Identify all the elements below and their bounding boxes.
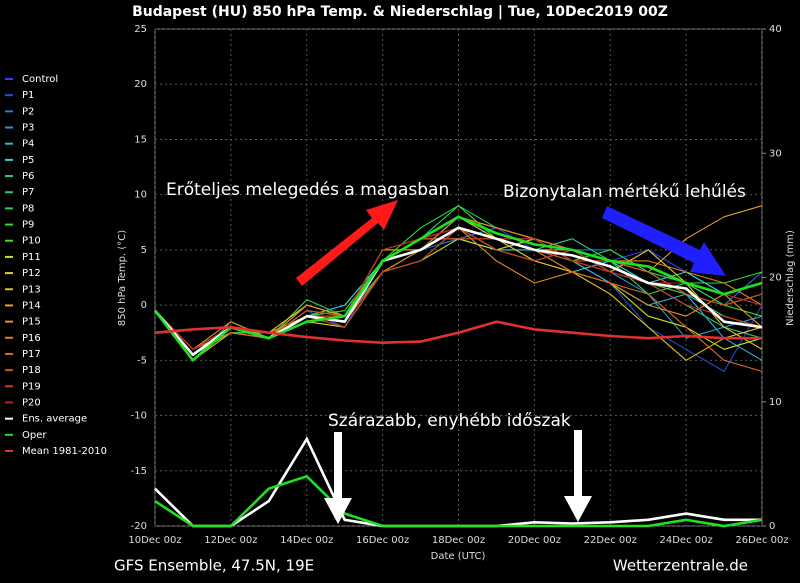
- legend-label: P20: [22, 397, 41, 408]
- legend-label: P3: [22, 123, 34, 134]
- y-tick-label: 5: [141, 245, 147, 256]
- legend-label: P5: [22, 155, 34, 166]
- y-tick-label: 20: [134, 79, 147, 90]
- annotation: Bizonytalan mértékű lehűlés: [503, 182, 746, 202]
- plot-area: -20 -15 -10 -5 0 5 10 15 20 25 0 10 20 30 40 10Dec 00z 1…: [128, 24, 788, 546]
- y-tick-label: -10: [131, 411, 147, 422]
- y-tick-label: -5: [137, 355, 147, 366]
- y-tick-label: -20: [131, 521, 147, 532]
- precip-line: [154, 474, 763, 528]
- x-tick-label: 24Dec 00z: [660, 535, 713, 546]
- x-tick-label: 18Dec 00z: [432, 535, 485, 546]
- y-tick-label: 10: [134, 190, 147, 201]
- x-tick-label: 14Dec 00z: [280, 535, 333, 546]
- legend-label: P2: [22, 106, 34, 117]
- legend-label: P8: [22, 203, 34, 214]
- x-tick-label: 22Dec 00z: [584, 535, 637, 546]
- legend-label: P19: [22, 381, 41, 392]
- x-tick-label: 10Dec 00z: [128, 535, 181, 546]
- red-arrow: [296, 200, 398, 286]
- legend-label: P11: [22, 252, 41, 263]
- legend-label: P10: [22, 236, 41, 247]
- x-axis-label: Date (UTC): [431, 551, 486, 562]
- x-tick-label: 12Dec 00z: [204, 535, 257, 546]
- white-arrow: [564, 430, 592, 522]
- annotation: Szárazabb, enyhébb időszak: [328, 411, 571, 431]
- y2-tick-label: 30: [769, 148, 782, 159]
- source-left: GFS Ensemble, 47.5N, 19E: [114, 557, 314, 575]
- y-tick-label: 15: [134, 134, 147, 145]
- y-tick-label: -15: [131, 466, 147, 477]
- y2-axis-label: Niederschlag (mm): [785, 230, 796, 326]
- legend-label: P16: [22, 333, 41, 344]
- legend-label: P6: [22, 171, 34, 182]
- y2-tick-label: 0: [769, 521, 775, 532]
- legend-label: P1: [22, 90, 34, 101]
- legend-label: P18: [22, 365, 41, 376]
- legend-label: P15: [22, 317, 41, 328]
- legend-label: Oper: [22, 430, 47, 441]
- legend-label: P14: [22, 300, 41, 311]
- y-tick-label: 0: [141, 300, 147, 311]
- series-line: [154, 320, 762, 344]
- legend-label: Control: [22, 74, 58, 85]
- y2-tick-label: 20: [769, 273, 782, 284]
- y2-tick-label: 40: [769, 24, 782, 35]
- y2-tick-label: 10: [769, 397, 782, 408]
- legend-label: Mean 1981-2010: [22, 446, 107, 457]
- annotation: Erőteljes melegedés a magasban: [166, 180, 449, 200]
- y-axis-label: 850 hPa Temp. (°C): [117, 230, 128, 326]
- legend-label: P9: [22, 220, 34, 231]
- series-line: [153, 215, 763, 362]
- legend-label: P4: [22, 139, 34, 150]
- legend-label: P12: [22, 268, 41, 279]
- x-tick-label: 16Dec 00z: [356, 535, 409, 546]
- source-right: Wetterzentrale.de: [613, 557, 748, 575]
- x-tick-label: 26Dec 00z: [735, 535, 788, 546]
- x-tick-label: 20Dec 00z: [508, 535, 561, 546]
- blue-arrow: [602, 206, 726, 276]
- y-tick-label: 25: [134, 24, 147, 35]
- annotations: Erőteljes melegedés a magasban Bizonytal…: [166, 180, 746, 524]
- legend-label: Ens. average: [22, 414, 87, 425]
- legend-label: P7: [22, 187, 34, 198]
- white-arrow: [324, 432, 352, 524]
- chart-title: Budapest (HU) 850 hPa Temp. & Niederschl…: [132, 4, 668, 20]
- legend-label: P13: [22, 284, 41, 295]
- legend-label: P17: [22, 349, 41, 360]
